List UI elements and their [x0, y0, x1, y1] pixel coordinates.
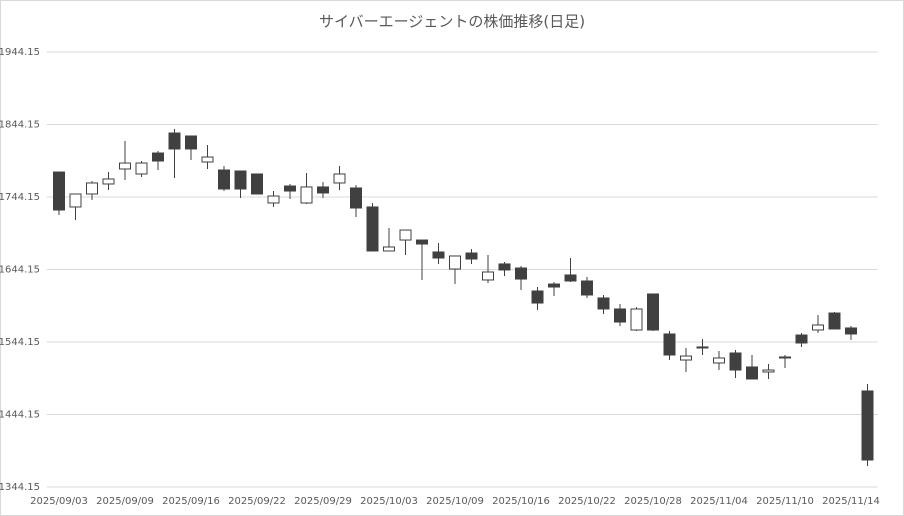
- y-tick-label: 1344.15: [0, 482, 40, 493]
- candle-body: [185, 135, 197, 150]
- candle-body: [630, 308, 643, 331]
- candle-body: [498, 263, 511, 271]
- candle-body: [251, 173, 263, 195]
- candle-body: [53, 171, 65, 211]
- candle-body: [333, 173, 346, 184]
- x-tick-label: 2025/10/09: [426, 496, 484, 507]
- candle-body: [861, 390, 874, 461]
- candle-body: [168, 132, 181, 150]
- candle-body: [531, 290, 544, 304]
- x-tick-label: 2025/09/16: [162, 496, 220, 507]
- candle-body: [647, 293, 659, 331]
- candle-body: [680, 355, 692, 361]
- candle-body: [564, 274, 577, 282]
- y-tick-label: 1744.15: [0, 192, 40, 203]
- candle-body: [383, 246, 395, 252]
- candle-body: [284, 185, 296, 192]
- x-tick-label: 2025/10/22: [558, 496, 616, 507]
- y-tick-label: 1444.15: [0, 410, 40, 421]
- candle-body: [713, 357, 725, 364]
- candle-body: [399, 229, 412, 241]
- candle-body: [300, 186, 313, 204]
- candle-body: [812, 324, 824, 331]
- candle-body: [597, 297, 610, 310]
- candle-body: [746, 366, 758, 380]
- x-tick-label: 2025/10/03: [360, 496, 418, 507]
- candle-body: [416, 239, 428, 245]
- x-tick-label: 2025/11/10: [756, 496, 814, 507]
- x-tick-label: 2025/09/09: [96, 496, 154, 507]
- candle-body: [201, 156, 214, 163]
- candle-body: [69, 193, 82, 208]
- candle-body: [482, 271, 494, 281]
- candle-body: [828, 312, 841, 330]
- candle-body: [779, 356, 791, 359]
- candle-body: [267, 195, 280, 204]
- candle-body: [795, 334, 808, 344]
- candle-body: [366, 206, 379, 252]
- y-tick-label: 1844.15: [0, 120, 40, 131]
- x-tick-label: 2025/11/04: [690, 496, 748, 507]
- candle-body: [86, 182, 98, 195]
- y-tick-label: 1644.15: [0, 265, 40, 276]
- x-tick-label: 2025/09/22: [228, 496, 286, 507]
- chart-title: サイバーエージェントの株価推移(日足): [319, 13, 585, 31]
- x-tick-label: 2025/10/16: [492, 496, 550, 507]
- candle-body: [234, 170, 247, 190]
- candle-body: [432, 251, 445, 259]
- candle-body: [465, 252, 478, 260]
- y-tick-label: 1944.15: [0, 47, 40, 58]
- candle-body: [581, 280, 593, 296]
- candle-body: [762, 369, 775, 373]
- candle-body: [317, 186, 329, 194]
- candle-body: [515, 267, 527, 280]
- candle-body: [614, 308, 626, 323]
- candle-body: [350, 187, 362, 209]
- y-tick-label: 1544.15: [0, 337, 40, 348]
- candle-body: [119, 162, 131, 170]
- candle-body: [696, 346, 709, 349]
- candle-body: [729, 352, 742, 371]
- x-tick-label: 2025/09/03: [30, 496, 88, 507]
- candle-body: [449, 255, 461, 270]
- candle-body: [135, 162, 148, 175]
- candle-body: [152, 152, 164, 162]
- x-tick-label: 2025/09/29: [294, 496, 352, 507]
- candle-body: [218, 169, 230, 190]
- candle-body: [663, 333, 676, 356]
- candle-body: [845, 327, 857, 335]
- candle-body: [102, 178, 115, 185]
- x-tick-label: 2025/11/14: [822, 496, 880, 507]
- candle-body: [548, 283, 560, 288]
- x-tick-label: 2025/10/28: [624, 496, 682, 507]
